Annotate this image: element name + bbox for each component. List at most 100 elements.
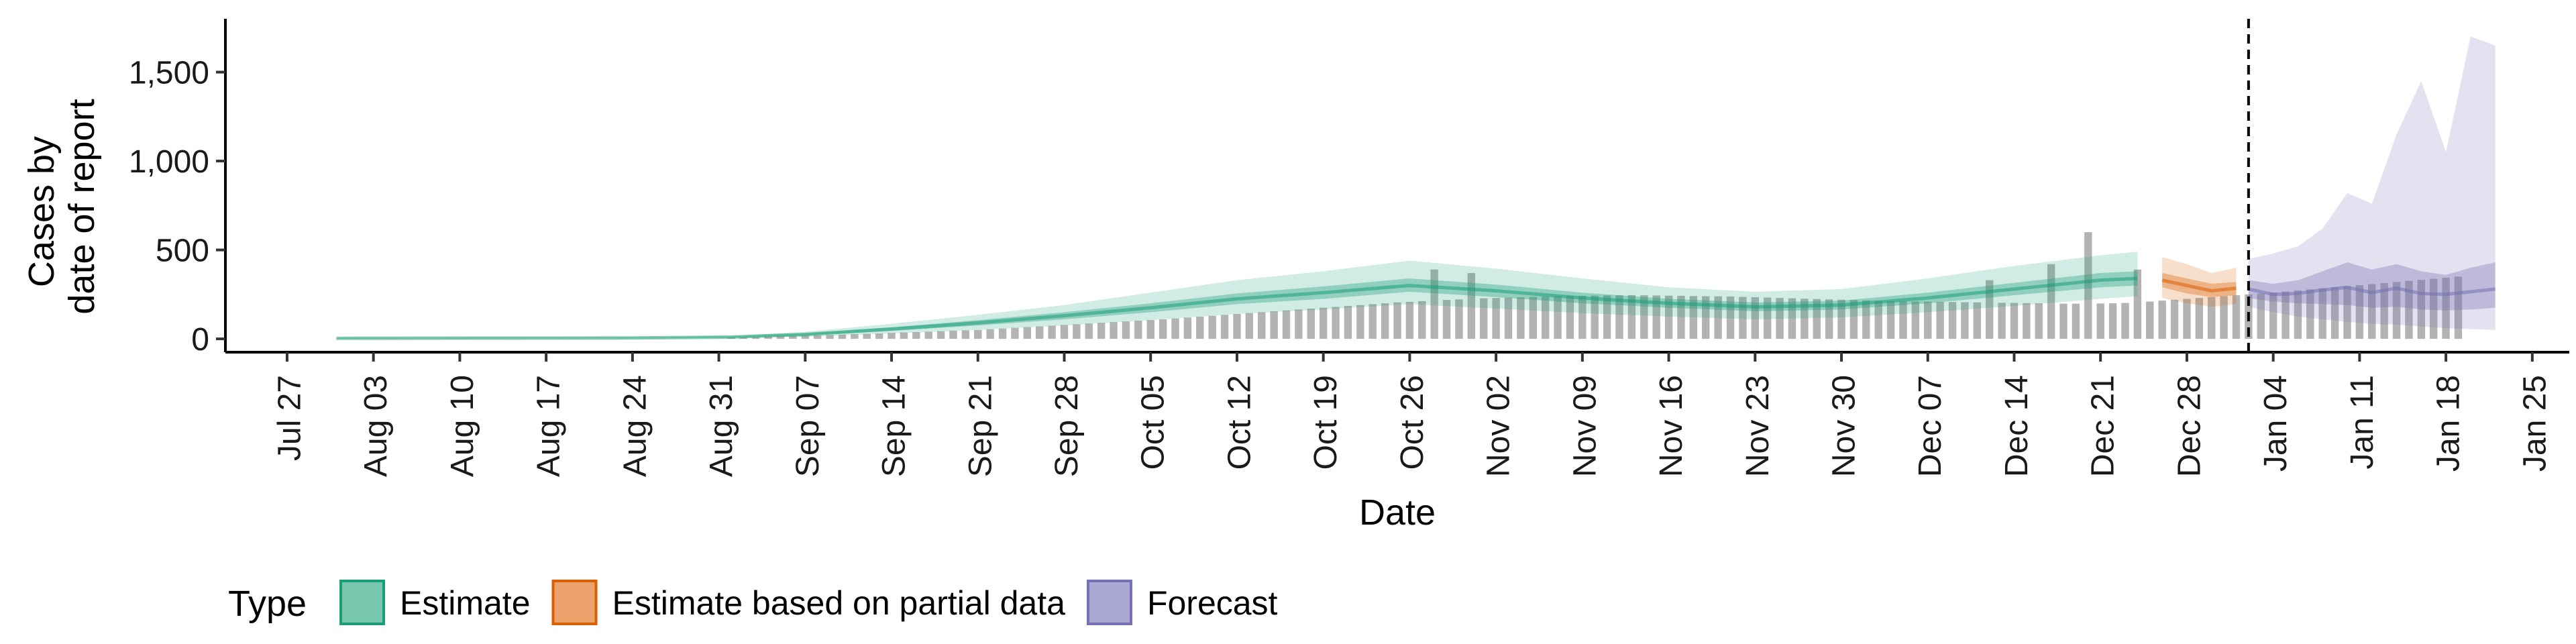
observed-bar <box>1220 315 1229 339</box>
observed-bar <box>2208 297 2216 339</box>
estimate-bands <box>336 36 2496 340</box>
observed-bar <box>1011 327 1019 339</box>
observed-bar <box>1307 309 1315 339</box>
observed-bar <box>2183 299 2191 339</box>
observed-bar <box>1319 307 1328 339</box>
observed-bar <box>1689 296 1698 339</box>
observed-bar <box>912 332 920 339</box>
x-tick-label: Sep 14 <box>877 375 912 477</box>
observed-bar <box>2430 278 2438 339</box>
observed-bar <box>2035 303 2043 339</box>
observed-bar <box>961 330 970 339</box>
observed-bar <box>1122 321 1130 339</box>
x-tick-label: Jan 18 <box>2431 375 2467 472</box>
observed-bar <box>1664 295 1673 339</box>
axes <box>224 19 2569 354</box>
observed-bar <box>2023 303 2031 339</box>
observed-bar <box>998 328 1007 339</box>
x-tick-label: Aug 24 <box>617 375 653 477</box>
observed-bar <box>924 331 932 339</box>
observed-bar <box>2257 293 2265 339</box>
estimate-median-line <box>336 276 2138 340</box>
x-tick-label: Nov 30 <box>1827 375 1862 477</box>
estimate-band-90 <box>336 252 2138 339</box>
observed-bar <box>1985 280 1994 339</box>
observed-bar <box>1529 297 1537 339</box>
observed-bar <box>752 337 760 339</box>
x-tick-label: Jan 11 <box>2345 375 2380 470</box>
y-tick-label: 1,500 <box>129 56 209 91</box>
legend-label: Estimate based on partial data <box>612 584 1066 622</box>
observed-bar <box>2442 277 2450 339</box>
observed-bar <box>1418 301 1426 339</box>
observed-bar <box>2368 284 2376 339</box>
observed-bar <box>1183 317 1192 339</box>
observed-bar <box>2343 286 2351 339</box>
observed-bar <box>1405 301 1414 339</box>
observed-bar <box>1159 319 1167 339</box>
observed-bar <box>1973 302 1981 339</box>
observed-bar <box>1073 324 1081 339</box>
observed-bar <box>1023 327 1032 339</box>
x-tick-label: Dec 14 <box>1999 375 2035 477</box>
observed-bar <box>2232 295 2241 339</box>
observed-bar <box>1208 315 1216 339</box>
observed-bar <box>1146 320 1155 339</box>
observed-bar <box>1480 298 1488 339</box>
observed-bar <box>2146 301 2154 339</box>
observed-bar <box>776 336 785 339</box>
observed-bar <box>1652 295 1660 339</box>
observed-bar <box>1541 297 1550 339</box>
observed-bar <box>2294 290 2302 339</box>
x-tick-label: Jan 04 <box>2258 375 2294 472</box>
x-tick-label: Nov 09 <box>1567 375 1603 477</box>
observed-bar <box>1627 294 1636 339</box>
observed-bar <box>1911 301 1920 339</box>
x-tick-label: Oct 05 <box>1136 375 1171 470</box>
observed-bar <box>1332 307 1340 339</box>
observed-bar <box>1961 302 1969 339</box>
observed-bar <box>1640 295 1648 339</box>
observed-bar <box>1060 325 1069 339</box>
observed-bar <box>2158 301 2166 339</box>
x-tick-label: Aug 17 <box>531 375 567 477</box>
observed-bar <box>1591 295 1599 339</box>
forecast-band-50 <box>2248 262 2496 311</box>
observed-bar <box>888 333 896 339</box>
observed-bar <box>1134 321 1142 339</box>
x-tick-label: Dec 28 <box>2171 375 2207 477</box>
observed-bar <box>936 331 945 339</box>
legend: Type Estimate Estimate based on partial d… <box>228 580 1278 625</box>
observed-bar <box>1295 309 1303 339</box>
observed-bar <box>1813 299 1821 339</box>
observed-bar <box>2084 232 2092 339</box>
observed-bar <box>1849 300 1858 339</box>
observed-bar <box>1196 316 1204 339</box>
observed-bar <box>2121 303 2129 339</box>
y-axis-ticks: 0 500 1,000 1,500 <box>129 56 225 358</box>
observed-bar <box>1430 269 1438 339</box>
observed-bar <box>826 335 834 339</box>
x-tick-label: Jul 27 <box>272 375 307 461</box>
observed-bar <box>1924 301 1932 339</box>
observed-bar <box>986 329 994 339</box>
observed-bar <box>1825 299 1833 339</box>
observed-bar <box>801 335 809 339</box>
observed-bar <box>1282 310 1291 339</box>
observed-bar <box>1566 296 1574 339</box>
observed-bar <box>1739 297 1747 339</box>
observed-bar <box>2355 285 2364 339</box>
x-tick-label: Nov 23 <box>1740 375 1776 477</box>
x-tick-label: Nov 16 <box>1654 375 1689 477</box>
observed-bar <box>1171 318 1179 339</box>
observed-bar <box>1615 295 1623 339</box>
legend-label: Forecast <box>1147 584 1278 622</box>
x-tick-label: Sep 07 <box>790 375 826 477</box>
observed-bar <box>2072 303 2080 339</box>
observed-bar <box>1936 301 1944 339</box>
y-tick-label: 1,000 <box>129 144 209 180</box>
observed-bar <box>838 334 847 339</box>
observed-bar <box>1788 298 1796 339</box>
y-axis-title-line-2: date of report <box>62 99 102 314</box>
